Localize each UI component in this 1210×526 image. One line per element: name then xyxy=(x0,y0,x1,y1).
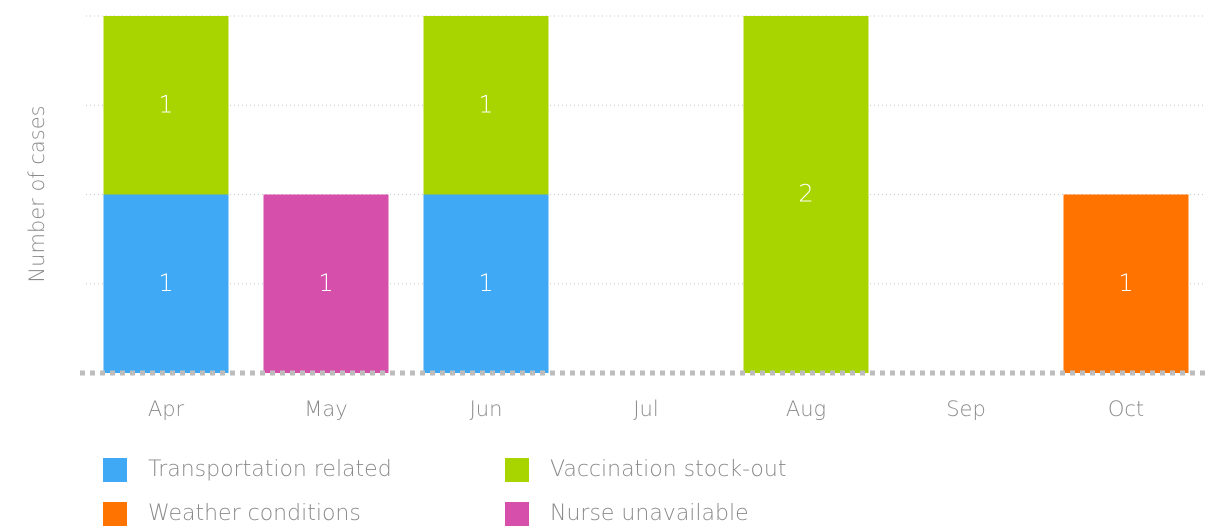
data-label: 1 xyxy=(1118,269,1133,297)
bar-segment xyxy=(103,194,229,373)
legend-label: Weather conditions xyxy=(148,501,361,526)
x-tick-label: May xyxy=(304,397,347,421)
data-label: 1 xyxy=(478,269,493,297)
legend-label: Nurse unavailable xyxy=(550,501,749,526)
x-tick-label: Jun xyxy=(470,397,503,421)
bar-segment xyxy=(423,194,549,373)
x-tick-label: Sep xyxy=(946,397,986,421)
data-label: 1 xyxy=(478,90,493,118)
legend-swatch xyxy=(505,458,529,482)
x-tick-label: Aug xyxy=(786,397,826,421)
legend-label: Vaccination stock-out xyxy=(550,457,786,482)
bar-segment xyxy=(1063,194,1189,373)
bar-segment xyxy=(103,16,229,195)
legend-swatch xyxy=(103,502,127,526)
x-tick-label: Oct xyxy=(1108,397,1144,421)
legend-label: Transportation related xyxy=(148,457,392,482)
data-label: 1 xyxy=(158,269,173,297)
x-tick-label: Apr xyxy=(148,397,185,421)
data-label: 1 xyxy=(158,90,173,118)
data-label: 2 xyxy=(798,180,813,208)
x-tick-label: Jul xyxy=(633,397,658,421)
data-label: 1 xyxy=(318,269,333,297)
bar-segment xyxy=(263,194,389,373)
y-axis-label: Number of cases xyxy=(25,105,49,282)
bar-segment xyxy=(423,16,549,195)
bar-segment xyxy=(743,16,869,373)
legend-swatch xyxy=(103,458,127,482)
legend-swatch xyxy=(505,502,529,526)
